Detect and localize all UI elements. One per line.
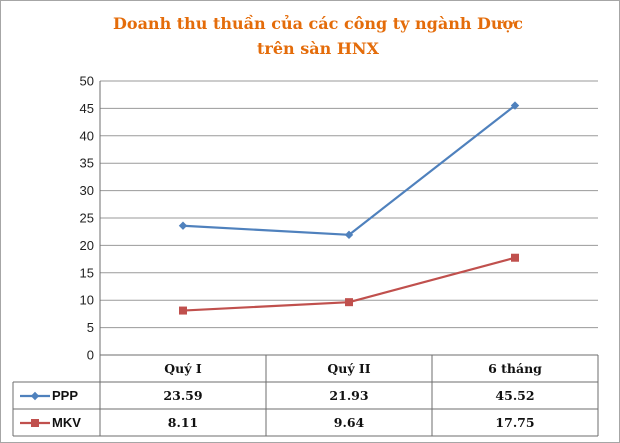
chart-title-line-1: Doanh thu thuần của các công ty ngành Dư… [113,14,523,33]
y-tick-label: 40 [80,128,94,143]
y-tick-label: 0 [87,348,94,363]
data-table: Quý I Quý II 6 tháng PPP 23.59 21.93 45.52 MKV 8… [12,354,599,437]
y-tick-label: 15 [80,265,94,280]
data-table-value: 8.11 [168,415,198,430]
x-category-label: Quý I [164,361,202,376]
x-category-label: Quý II [327,361,370,376]
data-table-value: 17.75 [495,415,534,430]
legend-series-name: MKV [52,415,81,430]
data-table-value: 9.64 [334,415,365,430]
y-tick-label: 25 [80,211,94,226]
legend-marker [30,391,40,401]
gridlines [99,80,598,355]
data-table-value: 21.93 [329,388,368,403]
data-point-ppp [344,230,354,240]
y-tick-label: 35 [80,156,94,171]
y-tick-label: 30 [80,183,94,198]
data-point-ppp [510,101,520,110]
data-point-mkv [179,306,187,315]
y-tick-label: 20 [80,238,94,253]
data-point-mkv [511,253,519,262]
y-tick-label: 45 [80,101,94,116]
series-line-ppp [182,104,516,236]
data-point-ppp [178,221,188,230]
y-tick-label: 10 [80,293,94,308]
data-table-value: 23.59 [163,388,202,403]
y-axis-ticks: 0 5 10 15 20 25 30 35 40 45 50 [80,74,94,363]
chart-title-line-2: trên sàn HNX [257,39,380,58]
legend-marker [31,419,39,427]
data-point-mkv [345,298,353,307]
y-tick-label: 5 [87,320,94,335]
y-tick-label: 50 [80,74,94,89]
data-table-value: 45.52 [495,388,534,403]
series-lines [178,101,520,315]
legend-series-name: PPP [52,388,78,403]
x-category-label: 6 tháng [488,361,542,376]
